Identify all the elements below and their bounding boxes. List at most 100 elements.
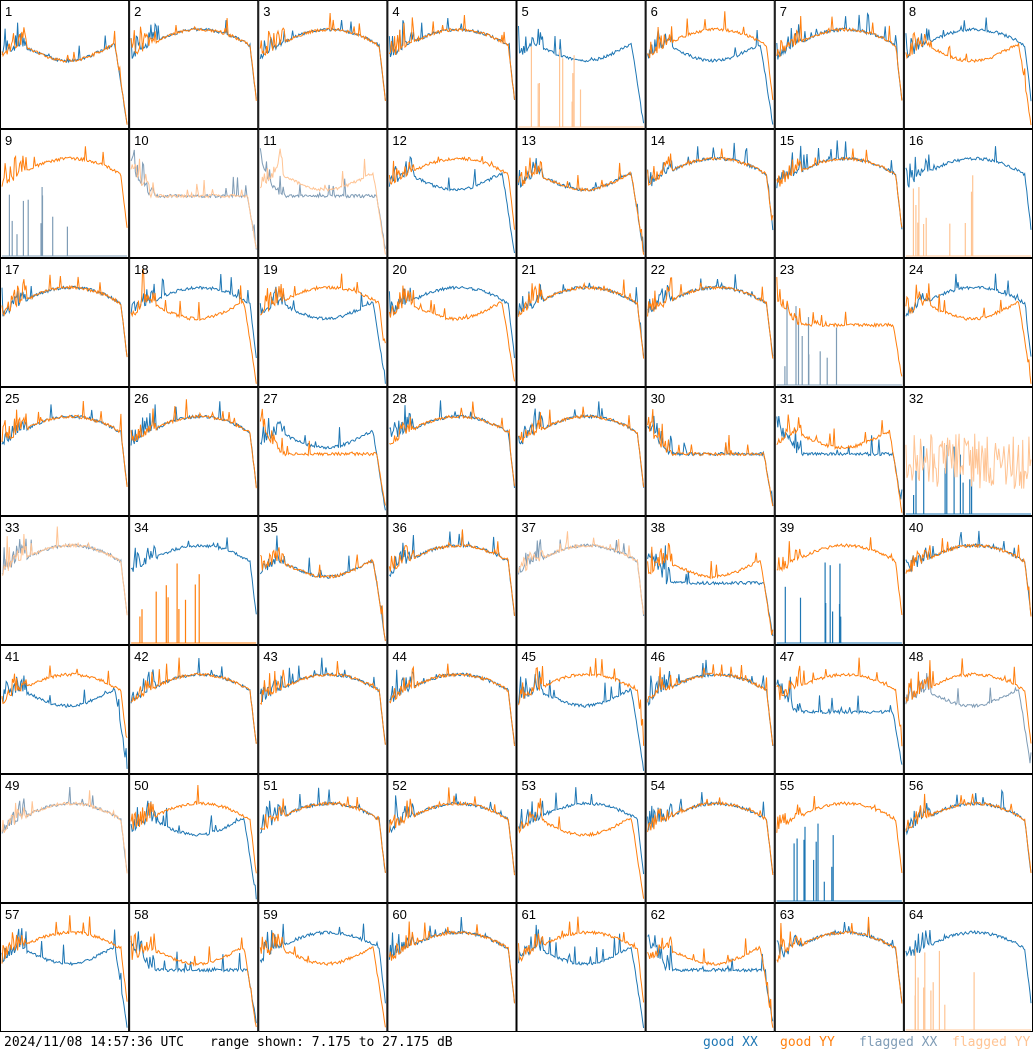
panel-frame	[774, 129, 904, 258]
panel-frame	[903, 0, 1033, 129]
panel-59: 59	[258, 903, 388, 1032]
panel-label: 39	[780, 520, 794, 535]
panel-frame	[645, 645, 775, 774]
series-xx	[518, 671, 645, 771]
panel-label: 46	[651, 649, 665, 664]
panel-frame	[774, 645, 904, 774]
series-yy	[518, 279, 645, 359]
series-xx	[518, 25, 645, 124]
panel-label: 53	[522, 778, 536, 793]
panel-frame	[516, 129, 646, 258]
panel-33: 33	[0, 516, 130, 645]
series-xx	[259, 286, 386, 384]
series-yy	[388, 156, 515, 230]
series-yy	[647, 11, 774, 100]
panel-label: 37	[522, 520, 536, 535]
panel-21: 21	[516, 258, 646, 387]
panel-label: 24	[909, 262, 923, 277]
panel-label: 5	[522, 4, 529, 19]
panel-frame	[129, 516, 259, 645]
panel-frame	[645, 774, 775, 903]
panel-label: 33	[5, 520, 19, 535]
series-xx	[388, 285, 515, 359]
panel-label: 25	[5, 391, 19, 406]
panel-frame	[258, 903, 388, 1032]
series-yy	[130, 158, 257, 249]
panel-frame	[258, 516, 388, 645]
panel-40: 40	[903, 516, 1033, 645]
series-xx	[1, 675, 128, 769]
series-yy	[776, 916, 903, 1004]
panel-27: 27	[258, 387, 388, 516]
legend-flagged-xx: flagged XX	[859, 1035, 938, 1050]
panel-11: 11	[258, 129, 388, 258]
panel-38: 38	[645, 516, 775, 645]
panel-frame	[774, 387, 904, 516]
series-yy	[518, 531, 645, 615]
panel-frame	[258, 387, 388, 516]
series-yy	[1, 915, 128, 1002]
panel-frame	[516, 516, 646, 645]
panel-frame	[258, 774, 388, 903]
series-yy	[518, 157, 645, 255]
panel-label: 49	[5, 778, 19, 793]
panel-frame	[0, 903, 130, 1032]
panel-frame	[387, 129, 517, 258]
series-yy	[518, 798, 645, 899]
panel-frame	[258, 0, 388, 129]
legend-good-yy: good YY	[780, 1035, 835, 1050]
panel-frame	[0, 0, 130, 129]
series-yy	[260, 273, 386, 344]
series-xx	[130, 537, 257, 615]
panel-64: 64	[903, 903, 1033, 1032]
series-yy	[1, 27, 128, 125]
panel-63: 63	[774, 903, 904, 1032]
panel-label: 36	[392, 520, 406, 535]
panel-frame	[0, 258, 130, 387]
panel-frame	[129, 0, 259, 129]
panel-10: 10	[129, 129, 259, 258]
panel-45: 45	[516, 645, 646, 774]
series-xx	[518, 282, 645, 357]
panel-label: 28	[392, 391, 406, 406]
panel-label: 6	[651, 4, 658, 19]
panel-frame	[774, 903, 904, 1032]
series-yy	[259, 932, 386, 1028]
series-xx	[130, 273, 257, 359]
series-yy	[647, 277, 774, 359]
panel-frame	[645, 0, 775, 129]
panel-label: 15	[780, 133, 794, 148]
panel-label: 19	[263, 262, 277, 277]
series-yy	[776, 795, 903, 873]
panel-label: 11	[263, 133, 277, 148]
panel-label: 22	[651, 262, 665, 277]
panel-frame	[903, 903, 1033, 1032]
panel-label: 62	[651, 907, 665, 922]
panel-label: 50	[134, 778, 148, 793]
panel-52: 52	[387, 774, 517, 903]
panel-41: 41	[0, 645, 130, 774]
panel-53: 53	[516, 774, 646, 903]
panel-label: 44	[392, 649, 406, 664]
range-text: range shown: 7.175 to 27.175 dB	[210, 1035, 453, 1050]
panel-34: 34	[129, 516, 259, 645]
series-xx	[647, 142, 774, 231]
panel-48: 48	[903, 645, 1033, 774]
panel-label: 47	[780, 649, 794, 664]
panel-frame	[645, 903, 775, 1032]
series-xx	[388, 155, 515, 254]
panel-58: 58	[129, 903, 259, 1032]
panel-label: 45	[522, 649, 536, 664]
panel-frame	[516, 903, 646, 1032]
series-xx	[130, 931, 257, 1024]
series-xx	[259, 923, 386, 1004]
panel-15: 15	[774, 129, 904, 258]
series-yy	[776, 657, 903, 747]
panel-label: 8	[909, 4, 916, 19]
panel-label: 2	[134, 4, 141, 19]
panel-label: 43	[263, 649, 277, 664]
series-yy	[776, 15, 903, 101]
panel-17: 17	[0, 258, 130, 387]
panel-16: 16	[903, 129, 1033, 258]
series-yy	[389, 663, 515, 747]
